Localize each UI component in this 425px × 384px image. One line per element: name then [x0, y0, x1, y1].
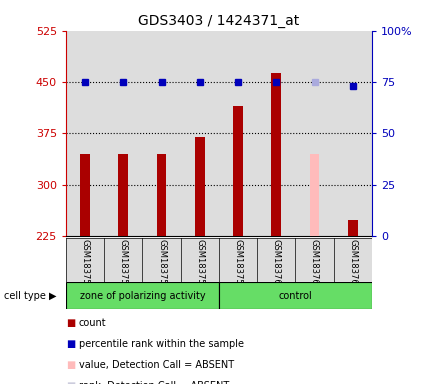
- Bar: [348, 220, 357, 236]
- Text: GSM183759: GSM183759: [233, 239, 243, 290]
- Bar: [104, 31, 142, 236]
- Bar: [66, 31, 104, 236]
- Bar: [66, 238, 104, 282]
- Text: control: control: [278, 291, 312, 301]
- Bar: [272, 73, 281, 236]
- Text: rank, Detection Call = ABSENT: rank, Detection Call = ABSENT: [79, 381, 229, 384]
- Bar: [233, 106, 243, 236]
- Bar: [310, 154, 319, 236]
- Bar: [219, 282, 372, 309]
- Bar: [80, 154, 90, 236]
- Title: GDS3403 / 1424371_at: GDS3403 / 1424371_at: [138, 14, 300, 28]
- Text: GSM183760: GSM183760: [272, 239, 281, 290]
- Text: GSM183762: GSM183762: [348, 239, 357, 290]
- Bar: [295, 238, 334, 282]
- Bar: [334, 238, 372, 282]
- Bar: [119, 154, 128, 236]
- Text: GSM183758: GSM183758: [195, 239, 204, 290]
- Text: ▶: ▶: [49, 291, 57, 301]
- Text: zone of polarizing activity: zone of polarizing activity: [79, 291, 205, 301]
- Bar: [142, 31, 181, 236]
- Bar: [104, 238, 142, 282]
- Bar: [295, 31, 334, 236]
- Bar: [219, 238, 257, 282]
- Text: GSM183757: GSM183757: [157, 239, 166, 290]
- Text: GSM183761: GSM183761: [310, 239, 319, 290]
- Text: cell type: cell type: [4, 291, 46, 301]
- Bar: [257, 31, 295, 236]
- Bar: [257, 238, 295, 282]
- Bar: [157, 154, 166, 236]
- Bar: [219, 31, 257, 236]
- Text: ■: ■: [66, 318, 75, 328]
- Text: value, Detection Call = ABSENT: value, Detection Call = ABSENT: [79, 360, 234, 370]
- Text: GSM183755: GSM183755: [80, 239, 90, 290]
- Text: ■: ■: [66, 360, 75, 370]
- Bar: [181, 238, 219, 282]
- Text: GSM183756: GSM183756: [119, 239, 128, 290]
- Bar: [181, 31, 219, 236]
- Bar: [334, 31, 372, 236]
- Text: percentile rank within the sample: percentile rank within the sample: [79, 339, 244, 349]
- Bar: [142, 238, 181, 282]
- Text: ■: ■: [66, 339, 75, 349]
- Text: ■: ■: [66, 381, 75, 384]
- Bar: [66, 282, 219, 309]
- Bar: [195, 137, 204, 236]
- Text: count: count: [79, 318, 106, 328]
